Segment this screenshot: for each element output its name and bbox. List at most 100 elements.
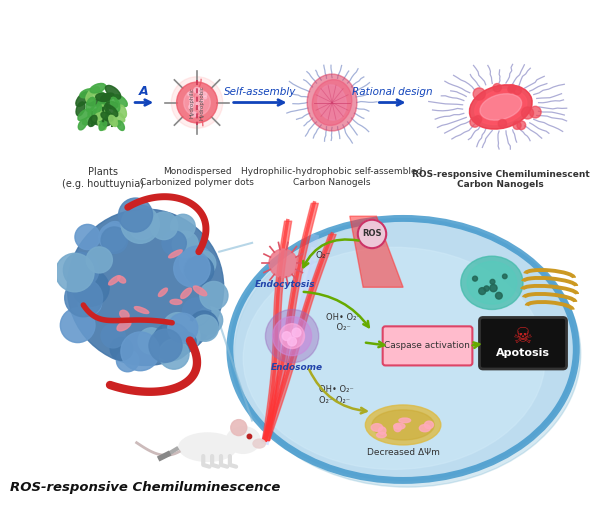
Ellipse shape: [93, 112, 105, 122]
Ellipse shape: [88, 105, 101, 117]
Circle shape: [190, 101, 194, 105]
Circle shape: [474, 116, 482, 123]
Ellipse shape: [76, 92, 89, 106]
Circle shape: [174, 250, 210, 287]
Ellipse shape: [88, 115, 97, 126]
Ellipse shape: [114, 95, 127, 107]
Circle shape: [196, 102, 199, 106]
Ellipse shape: [399, 418, 410, 423]
Circle shape: [202, 92, 207, 97]
Ellipse shape: [97, 96, 109, 109]
Circle shape: [292, 328, 301, 337]
Circle shape: [493, 83, 501, 92]
Circle shape: [86, 247, 112, 273]
Ellipse shape: [253, 439, 265, 448]
Circle shape: [110, 338, 133, 361]
Ellipse shape: [134, 306, 149, 313]
Circle shape: [498, 119, 506, 128]
Ellipse shape: [419, 424, 430, 432]
Circle shape: [484, 286, 489, 291]
Text: Caspase activation: Caspase activation: [384, 341, 470, 350]
Ellipse shape: [235, 221, 581, 487]
Circle shape: [65, 279, 103, 317]
Text: Hydrophilic-hydrophobic self-assembled
Carbon Nanogels: Hydrophilic-hydrophobic self-assembled C…: [241, 167, 423, 187]
Text: Self-assembly: Self-assembly: [224, 87, 296, 97]
Circle shape: [247, 434, 251, 439]
Circle shape: [502, 274, 507, 279]
Ellipse shape: [377, 432, 386, 438]
Circle shape: [513, 122, 521, 130]
Ellipse shape: [96, 93, 110, 101]
Text: Hydrophobic: Hydrophobic: [200, 85, 205, 120]
Ellipse shape: [158, 288, 167, 296]
Text: Hydrophilic: Hydrophilic: [190, 87, 194, 118]
Circle shape: [150, 212, 178, 239]
Circle shape: [190, 104, 193, 107]
Circle shape: [119, 198, 152, 232]
Circle shape: [171, 215, 195, 239]
Circle shape: [513, 87, 521, 95]
Ellipse shape: [99, 121, 107, 131]
Circle shape: [282, 332, 291, 340]
Ellipse shape: [365, 405, 441, 445]
Ellipse shape: [170, 299, 182, 304]
Ellipse shape: [372, 410, 434, 440]
Text: Plants
(e.g. houttuynia): Plants (e.g. houttuynia): [62, 167, 144, 189]
Circle shape: [517, 121, 526, 130]
Text: A: A: [139, 84, 149, 98]
Circle shape: [64, 252, 99, 288]
Circle shape: [75, 225, 100, 250]
Ellipse shape: [181, 288, 191, 298]
Circle shape: [191, 112, 196, 117]
Text: Decreased ΔΨm: Decreased ΔΨm: [367, 448, 440, 457]
Circle shape: [163, 313, 192, 342]
Text: ROS-responsive Chemiluminescence: ROS-responsive Chemiluminescence: [10, 481, 281, 494]
Text: OH• O₂⁻
O₂⁻ O₂⁻: OH• O₂⁻ O₂⁻ O₂⁻: [319, 386, 353, 405]
Ellipse shape: [379, 427, 386, 434]
Ellipse shape: [97, 105, 105, 118]
Ellipse shape: [394, 424, 401, 432]
Circle shape: [508, 86, 515, 93]
Ellipse shape: [312, 80, 352, 125]
Circle shape: [198, 92, 201, 95]
Circle shape: [128, 213, 155, 239]
Ellipse shape: [106, 101, 118, 109]
Circle shape: [496, 293, 502, 299]
Circle shape: [101, 324, 125, 348]
Ellipse shape: [78, 119, 86, 130]
Circle shape: [61, 308, 95, 342]
Polygon shape: [350, 216, 403, 287]
Circle shape: [280, 324, 305, 348]
Ellipse shape: [90, 83, 106, 93]
Circle shape: [121, 332, 160, 371]
Ellipse shape: [91, 116, 102, 125]
Circle shape: [184, 89, 211, 116]
Text: OH• O₂⁻
    O₂⁻: OH• O₂⁻ O₂⁻: [326, 313, 361, 332]
Ellipse shape: [467, 261, 517, 304]
Circle shape: [168, 313, 198, 343]
Ellipse shape: [117, 121, 124, 131]
Ellipse shape: [85, 98, 99, 106]
Text: ROS-responsive Chemiluminescent
Carbon Nanogels: ROS-responsive Chemiluminescent Carbon N…: [412, 170, 590, 190]
Circle shape: [470, 117, 480, 127]
Circle shape: [67, 209, 224, 365]
FancyBboxPatch shape: [383, 327, 472, 365]
Circle shape: [171, 77, 223, 129]
Ellipse shape: [110, 118, 121, 126]
Circle shape: [73, 270, 109, 306]
Circle shape: [287, 337, 296, 346]
Circle shape: [78, 292, 101, 315]
Circle shape: [190, 251, 216, 277]
Ellipse shape: [100, 102, 109, 116]
Circle shape: [509, 84, 515, 91]
Circle shape: [138, 328, 164, 354]
Circle shape: [199, 107, 201, 109]
Ellipse shape: [169, 250, 182, 258]
Circle shape: [182, 298, 211, 326]
Ellipse shape: [230, 218, 577, 481]
Ellipse shape: [95, 91, 109, 104]
Circle shape: [185, 256, 214, 285]
Ellipse shape: [461, 256, 523, 310]
Circle shape: [479, 288, 485, 295]
Circle shape: [184, 255, 213, 285]
